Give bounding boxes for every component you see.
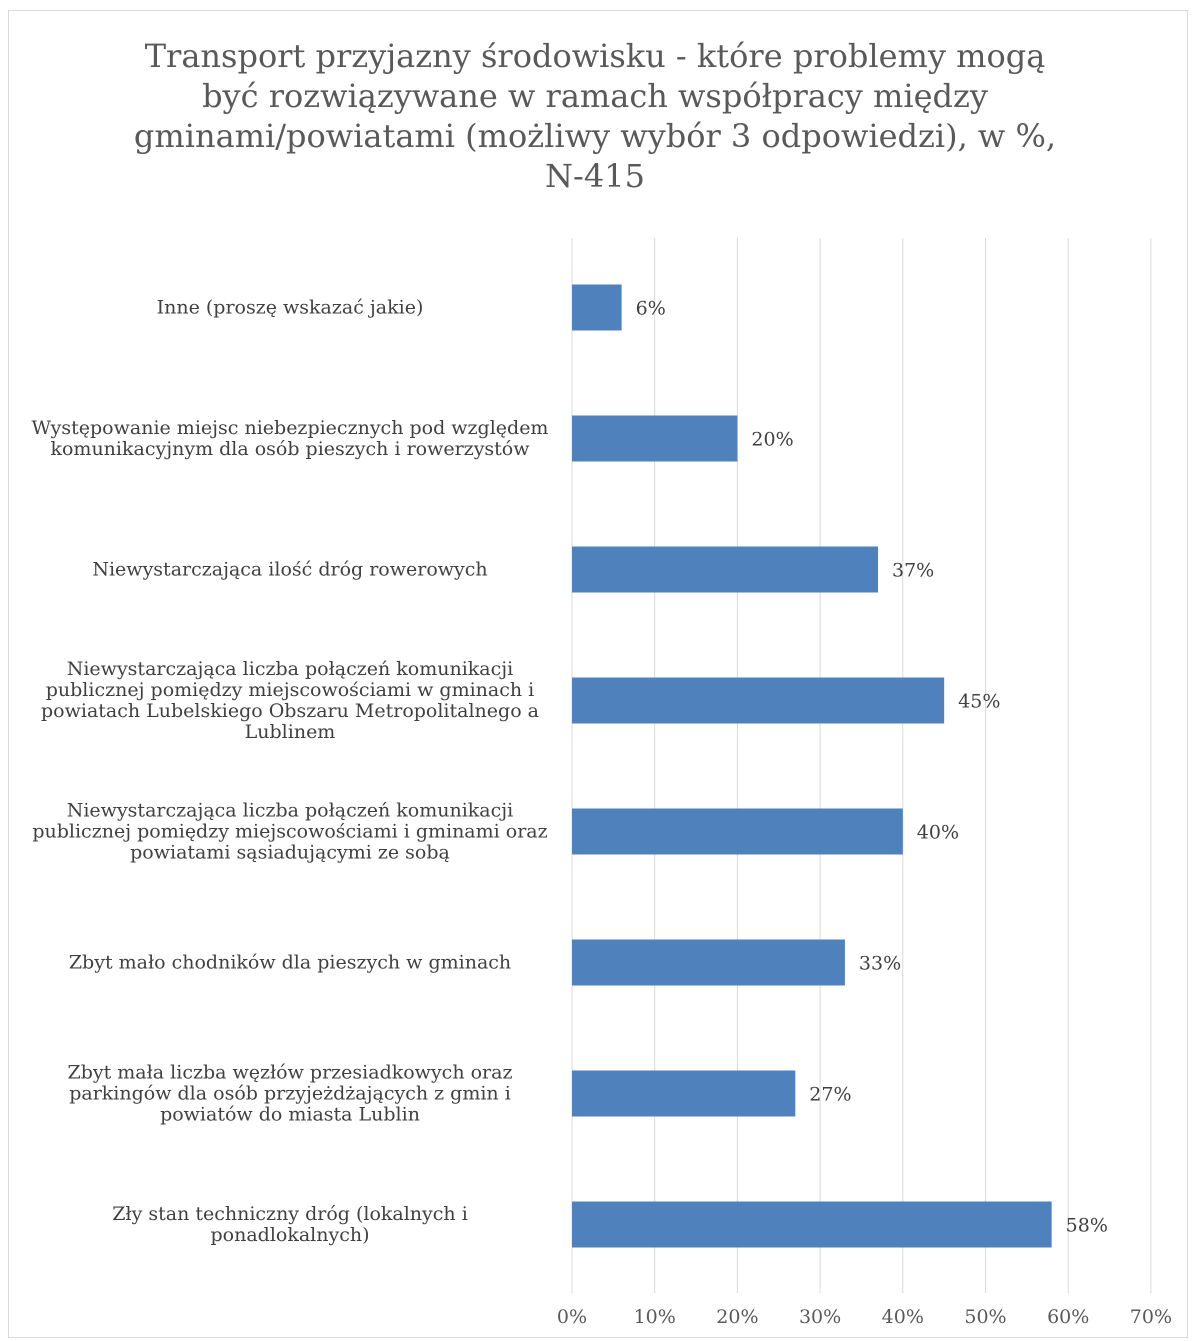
bar — [572, 415, 738, 462]
data-label: 33% — [859, 953, 901, 975]
category-label: Niewystarczająca liczba połączeń komunik… — [32, 799, 548, 863]
x-tick-label: 60% — [1047, 1306, 1089, 1328]
category-label: Zbyt mało chodników dla pieszych w gmina… — [68, 951, 512, 973]
data-label: 27% — [809, 1084, 851, 1106]
data-label: 6% — [636, 298, 666, 320]
bar — [572, 284, 622, 331]
x-tick-label: 30% — [799, 1306, 841, 1328]
x-tick-label: 70% — [1130, 1306, 1172, 1328]
chart-frame — [8, 10, 1188, 1338]
x-tick-label: 0% — [557, 1306, 587, 1328]
bar — [572, 546, 878, 593]
category-label: Inne (proszę wskazać jakie) — [156, 296, 424, 318]
data-label: 20% — [751, 429, 793, 451]
chart-title-line: gminami/powiatami (możliwy wybór 3 odpow… — [133, 117, 1057, 155]
bar — [572, 677, 945, 724]
x-tick-label: 40% — [882, 1306, 924, 1328]
data-label: 45% — [958, 691, 1000, 713]
x-tick-label: 20% — [716, 1306, 758, 1328]
bar — [572, 939, 845, 986]
bar — [572, 1201, 1052, 1248]
chart-title: Transport przyjazny środowisku - które p… — [60, 36, 1130, 196]
chart-title-line: Transport przyjazny środowisku - które p… — [144, 37, 1046, 75]
chart-title-line: N-415 — [545, 157, 645, 195]
bar — [572, 1070, 796, 1117]
category-label: Występowanie miejsc niebezpiecznych pod … — [31, 416, 549, 460]
bar — [572, 808, 903, 855]
category-label: Zły stan techniczny dróg (lokalnych i po… — [112, 1202, 468, 1246]
x-tick-label: 50% — [964, 1306, 1006, 1328]
category-label: Niewystarczająca liczba połączeń komunik… — [41, 657, 539, 743]
chart-title-line: być rozwiązywane w ramach współpracy mię… — [202, 77, 988, 115]
x-tick-label: 10% — [634, 1306, 676, 1328]
category-label: Niewystarczająca ilość dróg rowerowych — [92, 558, 488, 580]
data-label: 37% — [892, 560, 934, 582]
data-label: 58% — [1066, 1215, 1108, 1237]
category-label: Zbyt mała liczba węzłów przesiadkowych o… — [67, 1061, 513, 1125]
data-label: 40% — [917, 822, 959, 844]
